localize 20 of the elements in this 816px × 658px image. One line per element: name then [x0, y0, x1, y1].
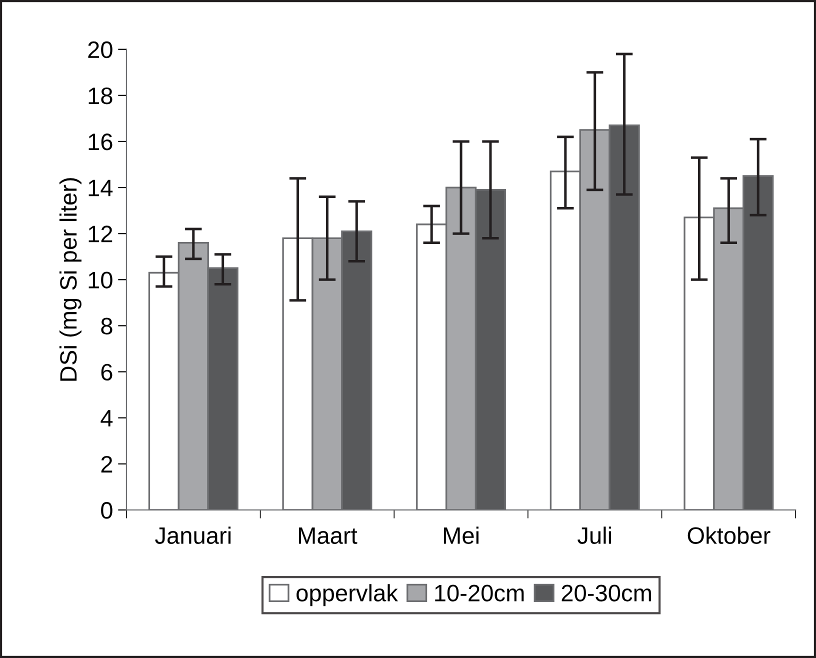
y-tick-label: 4: [100, 410, 113, 426]
y-tick-label: 8: [101, 318, 112, 334]
legend-label: oppervlak: [296, 584, 398, 606]
legend-label: 10-20cm: [435, 584, 524, 602]
x-tick-label: Juli: [578, 526, 611, 544]
y-tick-label: 10: [88, 272, 112, 288]
y-axis-title: DSi (mg Si per liter): [59, 178, 82, 381]
y-tick-label: 20: [88, 41, 112, 58]
x-tick-label: Oktober: [688, 526, 770, 544]
y-tick-label: 2: [101, 456, 112, 472]
y-tick-label: 16: [88, 134, 112, 150]
x-tick-label: Mei: [444, 526, 478, 544]
y-tick-label: 0: [101, 502, 112, 519]
y-tick-label: 12: [88, 226, 112, 242]
x-tick-label: Maart: [298, 527, 358, 544]
y-tick-label: 14: [88, 180, 113, 196]
legend-label: 20-30cm: [562, 584, 651, 602]
y-tick-label: 18: [88, 87, 112, 104]
x-tick-label: Januari: [155, 526, 231, 544]
y-tick-label: 6: [101, 364, 112, 381]
